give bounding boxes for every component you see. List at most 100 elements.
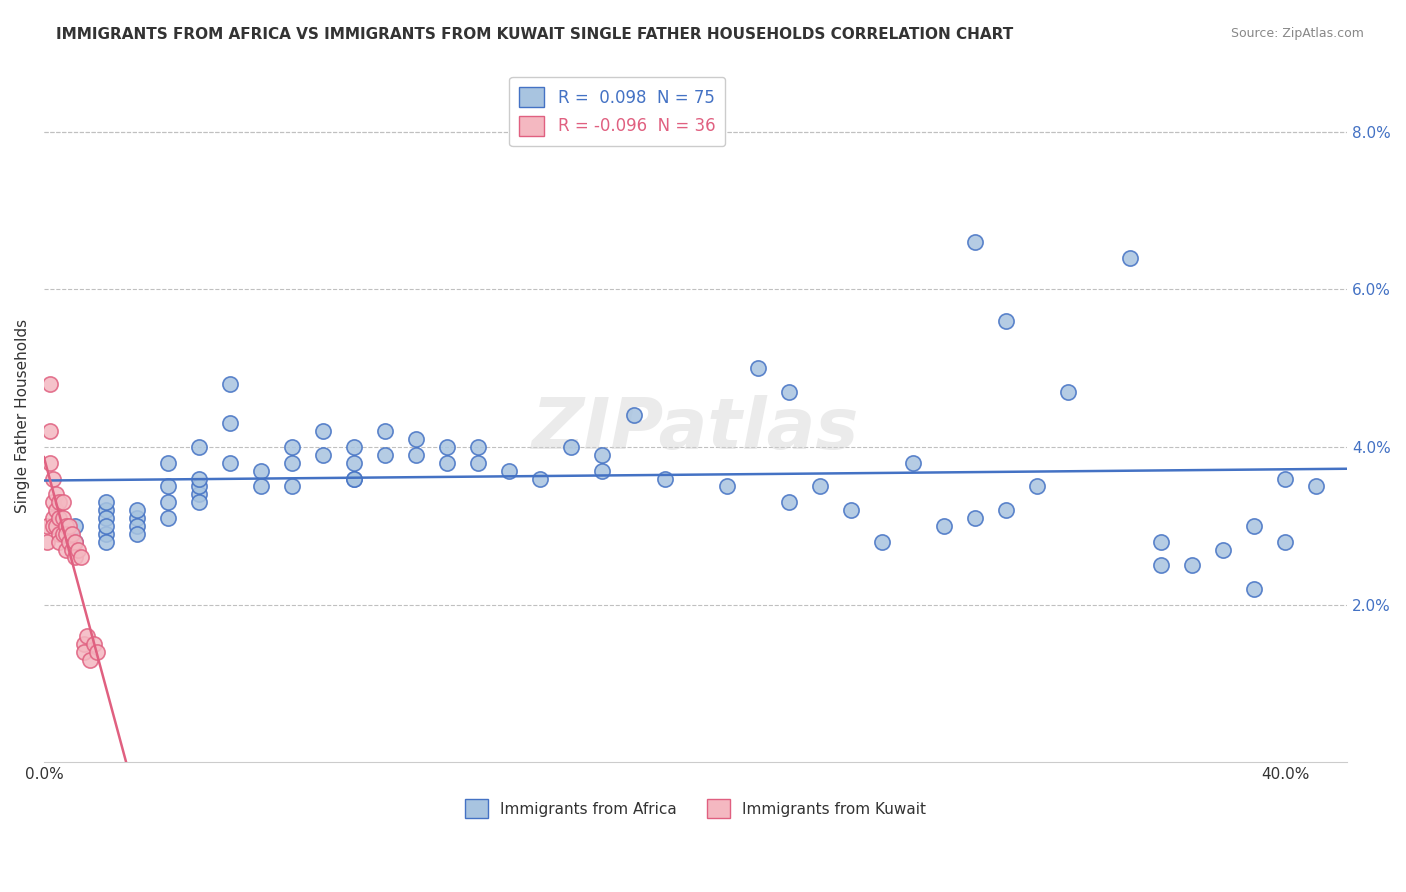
Legend: Immigrants from Africa, Immigrants from Kuwait: Immigrants from Africa, Immigrants from … (458, 793, 932, 824)
Point (188, 440, 211, 454)
Point (778, 495, 800, 509)
Point (58, 534, 80, 549)
Point (39, 456, 62, 470)
Point (250, 464, 273, 478)
Point (1057, 384, 1080, 399)
Point (51, 495, 73, 509)
Point (1212, 542, 1234, 557)
Point (94, 511, 117, 525)
Point (94, 503, 117, 517)
Point (436, 440, 458, 454)
Y-axis label: Single Father Households: Single Father Households (15, 318, 30, 513)
Point (66, 542, 89, 557)
Point (48, 534, 70, 549)
Point (560, 440, 582, 454)
Point (70, 550, 93, 565)
Point (343, 456, 366, 470)
Point (157, 511, 180, 525)
Point (125, 503, 148, 517)
Point (1119, 251, 1142, 265)
Point (45, 487, 67, 501)
Point (60, 542, 83, 557)
Point (55, 526, 77, 541)
Point (436, 456, 458, 470)
Point (374, 424, 396, 438)
Point (188, 479, 211, 493)
Point (63, 519, 86, 533)
Point (623, 409, 645, 423)
Point (312, 424, 335, 438)
Point (35, 519, 58, 533)
Point (42, 519, 65, 533)
Text: Source: ZipAtlas.com: Source: ZipAtlas.com (1230, 27, 1364, 40)
Point (125, 519, 148, 533)
Point (63, 550, 86, 565)
Point (157, 456, 180, 470)
Point (374, 448, 396, 462)
Point (1274, 472, 1296, 486)
Point (467, 440, 489, 454)
Point (55, 519, 77, 533)
Point (312, 448, 335, 462)
Point (45, 503, 67, 517)
Point (716, 479, 738, 493)
Point (1150, 534, 1173, 549)
Point (51, 511, 73, 525)
Point (48, 526, 70, 541)
Point (157, 479, 180, 493)
Point (592, 464, 614, 478)
Point (654, 472, 676, 486)
Point (1243, 519, 1265, 533)
Point (1181, 558, 1204, 573)
Point (94, 495, 117, 509)
Point (94, 526, 117, 541)
Point (839, 503, 862, 517)
Point (1150, 558, 1173, 573)
Point (35, 534, 58, 549)
Point (63, 534, 86, 549)
Point (281, 456, 304, 470)
Point (188, 472, 211, 486)
Point (55, 542, 77, 557)
Point (188, 495, 211, 509)
Point (1274, 534, 1296, 549)
Point (808, 479, 831, 493)
Point (79, 653, 101, 667)
Point (51, 526, 73, 541)
Point (125, 511, 148, 525)
Point (1026, 479, 1049, 493)
Point (405, 448, 427, 462)
Point (870, 534, 893, 549)
Point (73, 645, 96, 659)
Point (94, 519, 117, 533)
Point (467, 456, 489, 470)
Point (83, 637, 105, 651)
Point (932, 519, 955, 533)
Point (219, 376, 242, 391)
Point (901, 456, 924, 470)
Point (48, 511, 70, 525)
Point (42, 511, 65, 525)
Point (86, 645, 108, 659)
Point (73, 637, 96, 651)
Point (39, 376, 62, 391)
Point (281, 479, 304, 493)
Point (39, 424, 62, 438)
Point (994, 503, 1017, 517)
Text: ZIPatlas: ZIPatlas (531, 395, 859, 464)
Point (157, 495, 180, 509)
Point (281, 440, 304, 454)
Point (48, 495, 70, 509)
Point (529, 472, 551, 486)
Point (58, 519, 80, 533)
Point (42, 495, 65, 509)
Point (963, 511, 986, 525)
Point (405, 432, 427, 446)
Point (45, 519, 67, 533)
Point (76, 629, 98, 643)
Point (219, 417, 242, 431)
Point (343, 440, 366, 454)
Point (63, 534, 86, 549)
Point (343, 472, 366, 486)
Point (125, 526, 148, 541)
